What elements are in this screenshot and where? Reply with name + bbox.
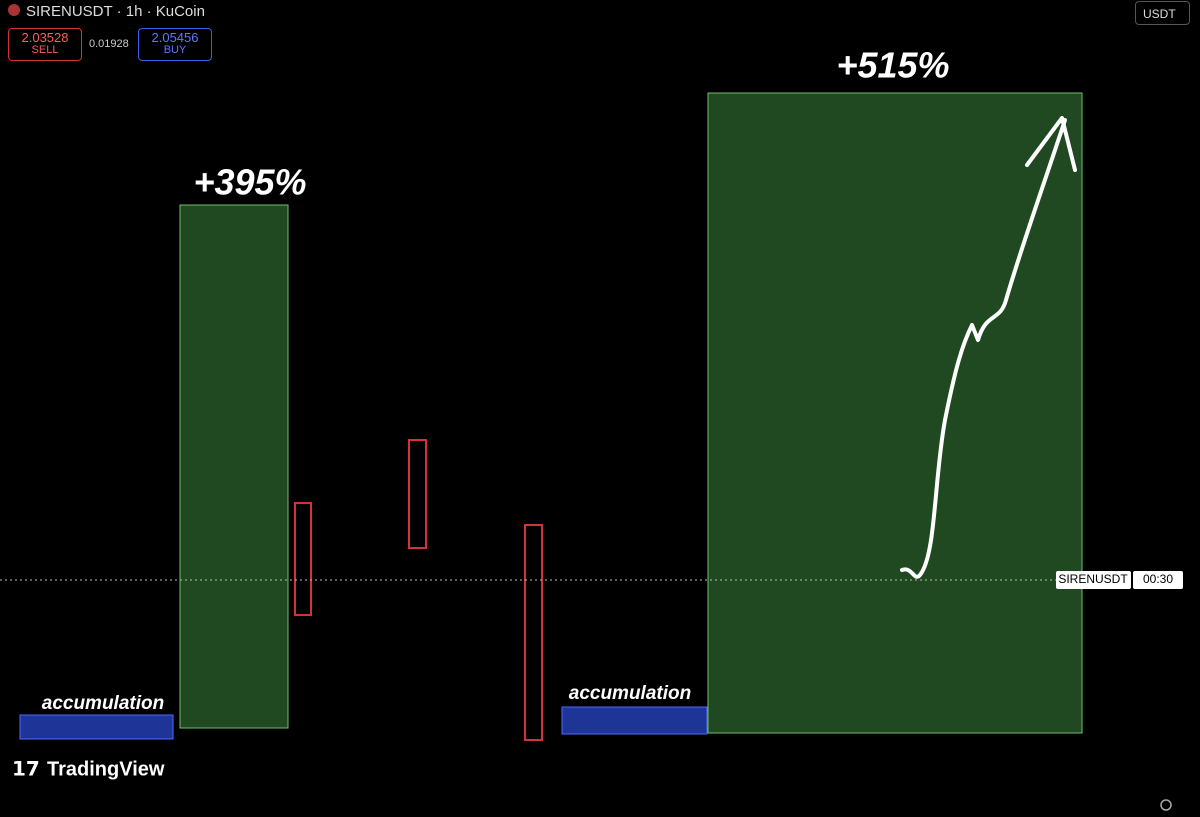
sell-label: SELL — [31, 44, 59, 56]
hand-drawn-arrow — [900, 116, 1077, 579]
annotation: accumulation — [569, 683, 691, 704]
annotation: accumulation — [42, 693, 164, 714]
currency-select[interactable]: USDT — [1135, 1, 1190, 25]
symbol-title: SIRENUSDT · 1h · KuCoin — [26, 3, 205, 20]
buy-price: 2.05456 — [151, 30, 199, 45]
annotation: +395% — [193, 162, 306, 203]
highlight — [294, 502, 312, 616]
accumulation-box — [561, 706, 708, 735]
symbol-icon — [8, 4, 20, 16]
gain-box — [179, 204, 289, 729]
settings-icon[interactable] — [1160, 799, 1172, 811]
sell-price: 2.03528 — [21, 30, 69, 45]
price-label-bg — [1056, 571, 1131, 589]
countdown: 00:30 — [1143, 572, 1173, 586]
annotation: +515% — [836, 45, 949, 86]
branding-logo: 𝟭𝟳 — [12, 758, 40, 780]
price-label: SIRENUSDT — [1058, 572, 1128, 586]
branding: TradingView — [47, 758, 165, 780]
buy-button[interactable]: 2.05456 BUY — [138, 28, 212, 61]
buy-label: BUY — [163, 44, 187, 56]
gain-box — [707, 92, 1083, 734]
sell-button[interactable]: 2.03528 SELL — [8, 28, 82, 61]
spread: 0.01928 — [89, 38, 129, 50]
accumulation-box — [19, 714, 174, 740]
highlight — [524, 524, 543, 741]
countdown-bg — [1133, 571, 1183, 589]
highlight — [408, 439, 427, 549]
